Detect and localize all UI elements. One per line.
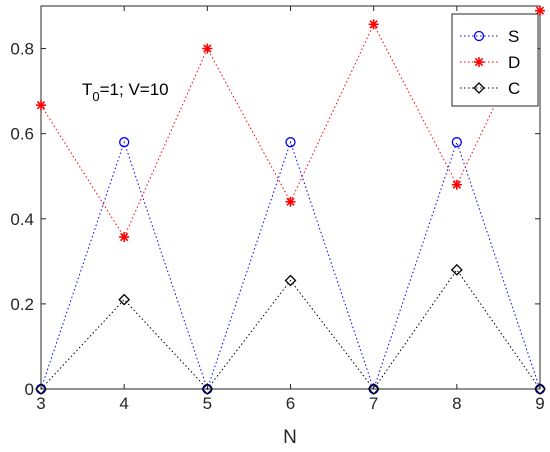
legend-marker [474, 57, 484, 67]
series-markers [35, 5, 546, 395]
y-tick-label: 0.4 [10, 210, 34, 229]
data-point-d [119, 232, 130, 243]
x-tick-label: 8 [452, 394, 461, 413]
data-point-c [367, 383, 380, 395]
legend-item-c: C [460, 79, 520, 98]
x-tick-label: 5 [203, 394, 212, 413]
data-point-d [368, 19, 379, 30]
legend-label: C [508, 79, 520, 98]
x-tick-label: 4 [119, 394, 128, 413]
data-point-c [284, 274, 297, 287]
x-tick-label: 3 [36, 394, 45, 413]
y-tick-label: 0.8 [10, 40, 34, 59]
data-point-s [285, 137, 296, 148]
data-point-d [535, 5, 545, 16]
legend-marker [473, 30, 485, 42]
data-point-c [201, 383, 214, 395]
data-point-c [534, 383, 546, 395]
x-tick-label: 7 [369, 394, 378, 413]
data-point-d [202, 43, 213, 54]
y-axis-ticks: 0 0.2 0.4 0.6 0.8 [10, 40, 540, 399]
y-tick-label: 0.6 [10, 125, 34, 144]
x-axis-label: N [283, 427, 297, 448]
x-tick-label: 6 [286, 394, 295, 413]
annotation-suffix: =1; V=10 [100, 80, 169, 99]
legend-label: S [508, 27, 519, 46]
data-point-d [451, 179, 462, 190]
legend: SDC [451, 13, 539, 107]
legend-item-d: D [460, 53, 520, 72]
data-point-c [35, 383, 47, 395]
legend-label: D [508, 53, 520, 72]
legend-marker [473, 82, 485, 94]
y-tick-label: 0 [25, 380, 34, 399]
y-tick-label: 0.2 [10, 295, 34, 314]
data-point-d [36, 100, 46, 111]
data-point-c [450, 263, 463, 276]
x-tick-label: 9 [535, 394, 544, 413]
annotation-prefix: T [82, 80, 92, 99]
series-line-s [40, 140, 541, 391]
annotation-subscript: 0 [92, 89, 99, 104]
legend-item-s: S [460, 27, 519, 46]
data-point-s [451, 137, 462, 148]
legend-box [451, 13, 539, 107]
series-line-c [40, 268, 541, 390]
data-point-d [285, 196, 296, 207]
annotation-text: T0=1; V=10 [82, 80, 169, 104]
data-point-c [118, 293, 131, 306]
data-point-s [119, 137, 130, 148]
